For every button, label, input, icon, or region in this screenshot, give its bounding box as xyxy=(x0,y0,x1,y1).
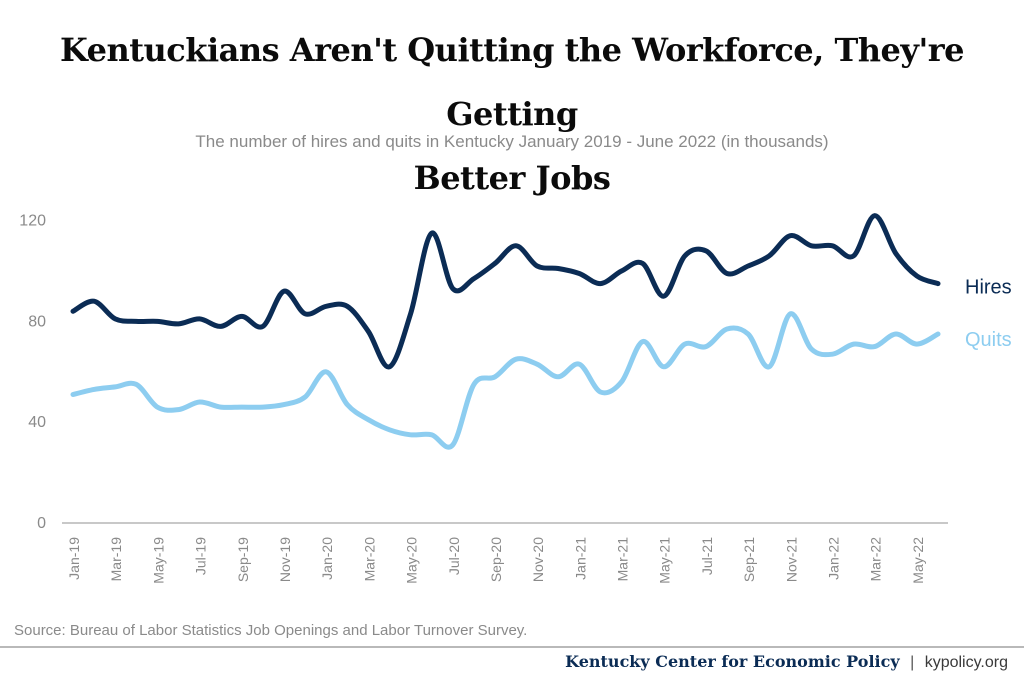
x-tick-label: May-20 xyxy=(404,537,420,584)
series-line-hires xyxy=(70,213,941,370)
chart-subtitle: The number of hires and quits in Kentuck… xyxy=(195,132,829,151)
chart-title: Kentuckians Aren't Quitting the Workforc… xyxy=(0,18,1024,210)
footer-website-link[interactable]: kypolicy.org xyxy=(924,654,1008,671)
x-tick-label: Sep-21 xyxy=(741,537,757,582)
series-label-quits: Quits xyxy=(965,329,1012,351)
line-chart: 0 40 80 120 Jan-19 Mar-19 May-19 Jul-19 Sep-19 No… xyxy=(19,213,1012,584)
footer: Kentucky Center for Economic Policy | ky… xyxy=(565,652,1008,672)
y-tick-label: 80 xyxy=(28,313,46,330)
x-tick-label: Jul-21 xyxy=(699,537,715,575)
x-tick-label: Nov-21 xyxy=(783,537,799,582)
chart-title-line-1: Kentuckians Aren't Quitting the Workforc… xyxy=(60,31,964,133)
y-tick-label: 0 xyxy=(37,515,46,532)
x-tick-label: Mar-20 xyxy=(361,537,377,582)
x-tick-label: Jan-20 xyxy=(319,537,335,580)
x-tick-label: Mar-21 xyxy=(615,537,631,582)
x-tick-label: Jul-19 xyxy=(193,537,209,575)
footer-org-name: Kentucky Center for Economic Policy xyxy=(565,652,900,671)
x-tick-label: Sep-19 xyxy=(235,537,251,582)
footer-divider xyxy=(0,646,1024,648)
x-tick-label: Nov-20 xyxy=(530,537,546,582)
series-line-quits xyxy=(70,311,941,450)
x-tick-label: Jul-20 xyxy=(446,537,462,575)
x-tick-label: Mar-19 xyxy=(108,537,124,582)
y-tick-label: 40 xyxy=(28,414,46,431)
x-tick-label: Jan-21 xyxy=(572,537,588,580)
x-tick-label: Mar-22 xyxy=(868,537,884,582)
x-tick-label: May-21 xyxy=(657,537,673,584)
x-tick-label: Sep-20 xyxy=(488,537,504,582)
x-tick-label: Nov-19 xyxy=(277,537,293,582)
source-note: Source: Bureau of Labor Statistics Job O… xyxy=(14,622,528,639)
x-tick-label: May-19 xyxy=(150,537,166,584)
chart-title-line-2: Better Jobs xyxy=(413,159,611,197)
x-tick-label: Jan-19 xyxy=(66,537,82,580)
footer-separator: | xyxy=(910,654,915,671)
y-tick-label: 120 xyxy=(19,213,46,230)
series-label-hires: Hires xyxy=(965,277,1012,299)
x-tick-label: Jan-22 xyxy=(826,537,842,580)
x-tick-label: May-22 xyxy=(910,537,926,584)
